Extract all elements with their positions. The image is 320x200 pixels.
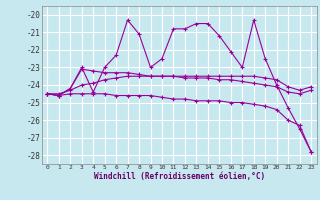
X-axis label: Windchill (Refroidissement éolien,°C): Windchill (Refroidissement éolien,°C)	[94, 172, 265, 181]
